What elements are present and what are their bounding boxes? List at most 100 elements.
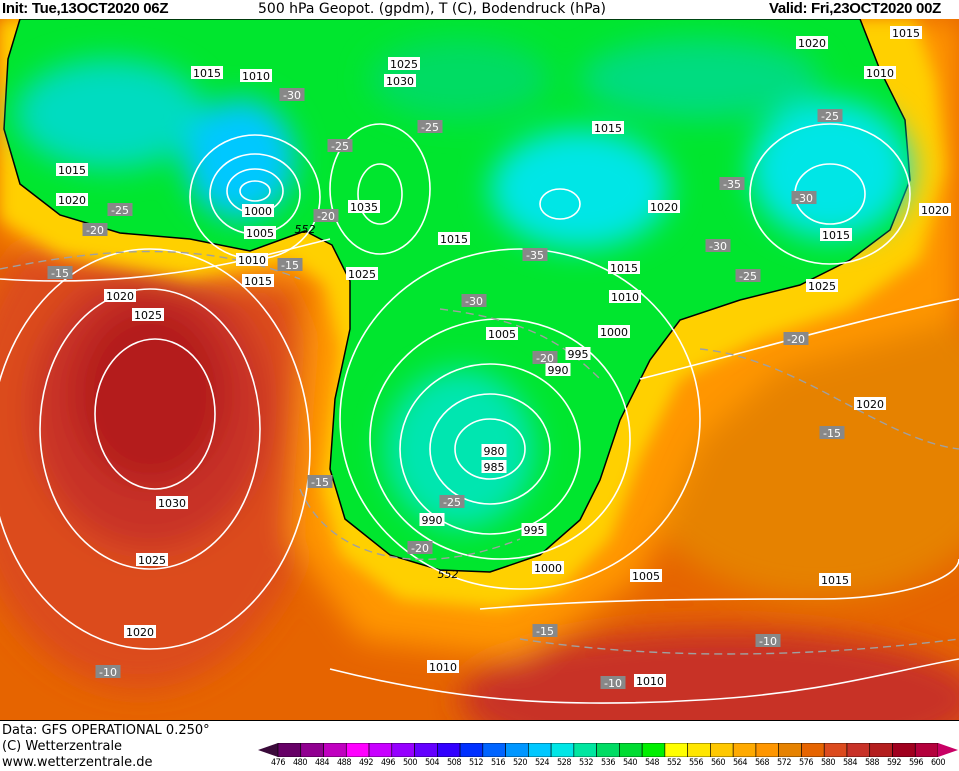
contour-label-text: -35 (723, 178, 741, 191)
contour-label-text: 995 (524, 524, 545, 537)
contour-label: -15 (532, 624, 558, 638)
contour-label: -10 (755, 634, 781, 648)
contour-label: 1010 (240, 69, 272, 83)
contour-labels: 1015 1010 1025 1030 -30 -25 -25 1015 1020 -25 1000… (47, 26, 951, 690)
legend-tick: 504 (425, 758, 439, 768)
legend-tick: 488 (337, 758, 351, 768)
contour-label-text: 1025 (348, 268, 376, 281)
contour-label-text: -25 (331, 140, 349, 153)
contour-label-text: 1020 (650, 201, 678, 214)
contour-label: -25 (735, 269, 761, 283)
contour-label-text: 1015 (440, 233, 468, 246)
contour-label: -25 (817, 109, 843, 123)
contour-label-text: 1020 (921, 204, 949, 217)
init-time: Init: Tue,13OCT2020 06Z (2, 0, 169, 17)
contour-label-text: -15 (281, 259, 299, 272)
contour-label: 1015 (56, 163, 88, 177)
contour-label: -15 (307, 475, 333, 489)
contour-label: 995 (521, 523, 547, 537)
contour-label: 1000 (598, 325, 630, 339)
contour-label-text: 1005 (246, 227, 274, 240)
legend-swatch (846, 743, 871, 757)
contour-label: 1010 (864, 66, 896, 80)
legend-tick: 512 (469, 758, 483, 768)
contour-label-text: 1010 (636, 675, 664, 688)
contour-label-text: -25 (739, 270, 757, 283)
contour-label: -30 (461, 294, 487, 308)
legend-swatch (505, 743, 529, 757)
contour-label: 1005 (244, 226, 276, 240)
contour-label-text: -15 (311, 476, 329, 489)
contour-label: 1025 (132, 308, 164, 322)
contour-label: 1015 (592, 121, 624, 135)
legend-swatch (641, 743, 666, 757)
field-greenland-blue (185, 99, 295, 219)
copyright: (C) Wetterzentrale (2, 739, 123, 754)
contour-label: -10 (95, 665, 121, 679)
legend-swatch (300, 743, 324, 757)
contour-label: 1000 (532, 561, 564, 575)
contour-label-text: 1020 (856, 398, 884, 411)
contour-label: 1020 (124, 625, 156, 639)
contour-label-text: 1030 (158, 497, 186, 510)
legend-swatch (277, 743, 302, 757)
contour-label-text: 1015 (193, 67, 221, 80)
legend-tick: 568 (755, 758, 769, 768)
legend-swatch (619, 743, 643, 757)
contour-label-text: -35 (526, 249, 544, 262)
contour-label-text: -15 (823, 427, 841, 440)
contour-label-text: 1025 (390, 58, 418, 71)
legend-swatch (345, 743, 370, 757)
contour-label: 1015 (191, 66, 223, 80)
contour-label: 1030 (384, 74, 416, 88)
contour-label: -10 (600, 676, 626, 690)
contour-label-text: -25 (443, 496, 461, 509)
legend-swatch (437, 743, 461, 757)
website-link[interactable]: www.wetterzentrale.de (2, 755, 153, 770)
contour-label-text: 1035 (350, 201, 378, 214)
legend-swatch (391, 743, 415, 757)
temperature-lines (0, 250, 959, 655)
contour-label-text: -10 (604, 677, 622, 690)
legend-tick: 496 (381, 758, 395, 768)
contour-label-text: 1010 (238, 254, 266, 267)
contour-label: -20 (532, 351, 558, 365)
contour-label-text: 1015 (244, 275, 272, 288)
contour-label: -30 (279, 88, 305, 102)
legend-swatch (869, 743, 893, 757)
contour-label-text: 1000 (534, 562, 562, 575)
legend-swatch (664, 743, 688, 757)
contour-label-text: 1020 (126, 626, 154, 639)
legend-tick: 584 (843, 758, 857, 768)
legend-tick: 520 (513, 758, 527, 768)
legend-swatch (801, 743, 825, 757)
contour-label-text: 1020 (106, 290, 134, 303)
field-atlantic-high (75, 304, 225, 484)
contour-label-text: -30 (709, 240, 727, 253)
contour-label-text: -25 (421, 121, 439, 134)
contour-label: 1005 (630, 569, 662, 583)
contour-label: 1010 (634, 674, 666, 688)
contour-label: -30 (705, 239, 731, 253)
legend-tick: 580 (821, 758, 835, 768)
legend-tick: 600 (931, 758, 945, 768)
legend-tick: 500 (403, 758, 417, 768)
contour-label-text: 990 (548, 364, 569, 377)
contour-label-text: 980 (484, 445, 505, 458)
contour-label-text: 990 (422, 514, 443, 527)
legend-tick: 596 (909, 758, 923, 768)
contour-label-text: 1000 (244, 205, 272, 218)
data-source: Data: GFS OPERATIONAL 0.250° (2, 723, 210, 738)
contour-label-text: -10 (99, 666, 117, 679)
legend-tick: 524 (535, 758, 549, 768)
legend-tick: 528 (557, 758, 571, 768)
contour-label: 1025 (806, 279, 838, 293)
contour-label: 1010 (427, 660, 459, 674)
contour-label: 1025 (346, 267, 378, 281)
contour-label-text: 1005 (488, 328, 516, 341)
contour-label-text: -25 (821, 110, 839, 123)
map-header: Init: Tue,13OCT2020 06Z 500 hPa Geopot. … (0, 0, 959, 19)
contour-label: 1030 (156, 496, 188, 510)
contour-label: -25 (417, 120, 443, 134)
contour-label-text: -20 (536, 352, 554, 365)
